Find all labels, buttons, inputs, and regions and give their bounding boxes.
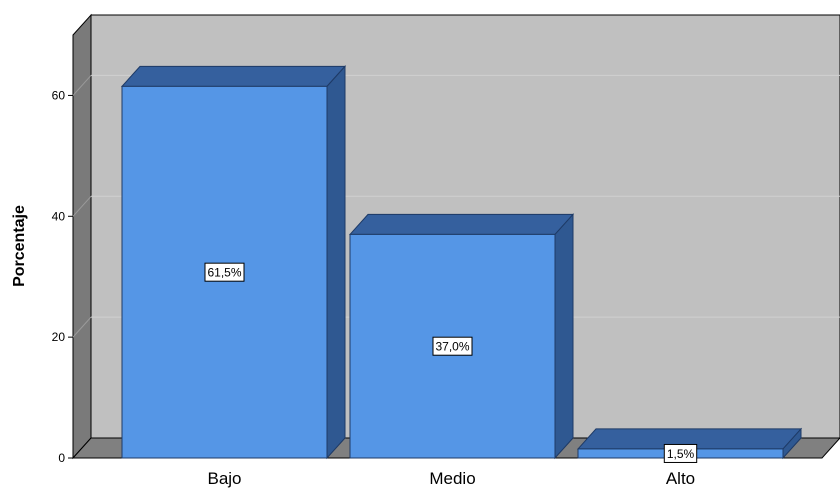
y-axis: 0 20 40 60 [52, 88, 73, 465]
x-tick-label: Medio [429, 469, 475, 488]
y-axis-title: Porcentaje [11, 205, 28, 287]
data-label: 61,5% [204, 262, 245, 282]
data-label: 1,5% [663, 443, 698, 463]
y-tick-label: 60 [52, 88, 66, 102]
bar-top [348, 213, 575, 235]
data-label-text: 1,5% [667, 447, 695, 461]
data-label-text: 37,0% [435, 340, 469, 354]
y-tick-label: 40 [52, 209, 66, 223]
y-tick-label: 20 [52, 330, 66, 344]
bar-group: 1,5% [576, 427, 803, 463]
bar-side [554, 213, 574, 460]
x-axis: Bajo Medio Alto [207, 469, 695, 488]
bar-side [326, 65, 346, 460]
gridline-side [72, 316, 92, 338]
data-label-box [432, 336, 473, 356]
data-label: 37,0% [432, 336, 473, 356]
gridline-side [72, 195, 92, 217]
bar-group: 37,0% [348, 213, 575, 460]
side-wall [72, 13, 92, 460]
gridline-side [72, 75, 92, 96]
data-label-box [663, 443, 698, 463]
data-label-box [204, 262, 245, 282]
chart-bars: 61,5% 37,0% 1,5% [120, 65, 803, 463]
x-tick-label: Alto [666, 469, 695, 488]
bar-top [120, 65, 347, 87]
data-label-text: 61,5% [207, 266, 241, 280]
x-tick-label: Bajo [207, 469, 241, 488]
y-tick-label: 0 [58, 451, 65, 465]
bar-group: 61,5% [120, 65, 347, 460]
